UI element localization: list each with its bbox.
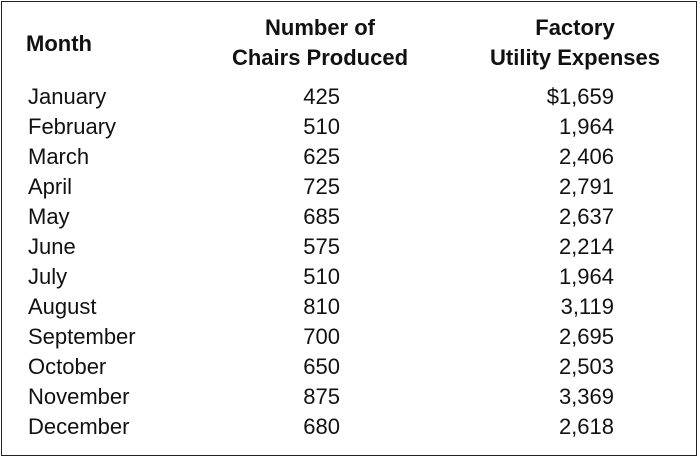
utility-cell: 2,695 [558, 324, 614, 349]
table-row: August 810 3,119 [0, 292, 700, 322]
month-cell: September [28, 324, 136, 349]
chairs-cell: 510 [303, 114, 340, 139]
month-cell: August [28, 294, 97, 319]
chairs-cell: 685 [303, 204, 340, 229]
header-month-label: Month [26, 31, 92, 56]
header-utility-expenses: Factory Utility Expenses [455, 13, 695, 73]
table-row: April 725 2,791 [0, 172, 700, 202]
month-cell: July [28, 264, 68, 289]
month-cell: May [28, 204, 70, 229]
month-cell: March [28, 144, 90, 169]
chairs-cell: 510 [303, 264, 340, 289]
utility-cell: 1,964 [558, 114, 614, 139]
chairs-cell: 810 [303, 294, 340, 319]
utility-cell: 2,637 [558, 204, 614, 229]
chairs-cell: 625 [303, 144, 340, 169]
utility-cell: $1,659 [546, 84, 614, 109]
month-cell: December [28, 414, 130, 439]
chairs-cell: 650 [303, 354, 340, 379]
utility-cell: 3,119 [560, 294, 614, 319]
month-cell: February [28, 114, 117, 139]
table-row: October 650 2,503 [0, 352, 700, 382]
month-cell: January [28, 84, 107, 109]
utility-cell: 2,503 [558, 354, 614, 379]
utility-cell: 3,369 [558, 384, 614, 409]
header-chairs-produced: Number of Chairs Produced [200, 13, 440, 73]
utility-cell: 2,618 [558, 414, 614, 439]
table-row: May 685 2,637 [0, 202, 700, 232]
chairs-cell: 425 [303, 84, 340, 109]
table-row: March 625 2,406 [0, 142, 700, 172]
table-row: January 425 $1,659 [0, 82, 700, 112]
utility-cell: 2,791 [558, 174, 614, 199]
header-chairs-line2: Chairs Produced [231, 45, 409, 70]
table-row: June 575 2,214 [0, 232, 700, 262]
month-cell: October [28, 354, 107, 379]
chairs-cell: 875 [303, 384, 340, 409]
table-body: January 425 $1,659 February 510 1,964 Ma… [0, 82, 700, 442]
table-row: September 700 2,695 [0, 322, 700, 352]
chairs-cell: 680 [303, 414, 340, 439]
month-cell: June [28, 234, 76, 259]
utility-cell: 2,214 [558, 234, 614, 259]
header-chairs-line1: Number of [265, 15, 375, 40]
utility-cell: 1,964 [558, 264, 614, 289]
month-cell: April [28, 174, 73, 199]
table-row: July 510 1,964 [0, 262, 700, 292]
utility-cell: 2,406 [558, 144, 614, 169]
month-cell: November [28, 384, 130, 409]
table-row: December 680 2,618 [0, 412, 700, 442]
chairs-cell: 700 [303, 324, 340, 349]
chairs-cell: 575 [303, 234, 340, 259]
header-month: Month [26, 29, 92, 59]
header-utility-line2: Utility Expenses [490, 45, 660, 70]
table-row: February 510 1,964 [0, 112, 700, 142]
header-utility-line1: Factory [535, 15, 615, 40]
table-row: November 875 3,369 [0, 382, 700, 412]
chairs-cell: 725 [303, 174, 340, 199]
